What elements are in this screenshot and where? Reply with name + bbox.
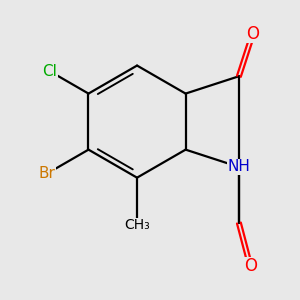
Text: O: O xyxy=(246,25,259,43)
Text: Cl: Cl xyxy=(42,64,57,79)
Text: Br: Br xyxy=(39,166,56,181)
Text: O: O xyxy=(244,257,257,275)
Text: CH₃: CH₃ xyxy=(124,218,150,232)
Text: NH: NH xyxy=(227,160,250,175)
